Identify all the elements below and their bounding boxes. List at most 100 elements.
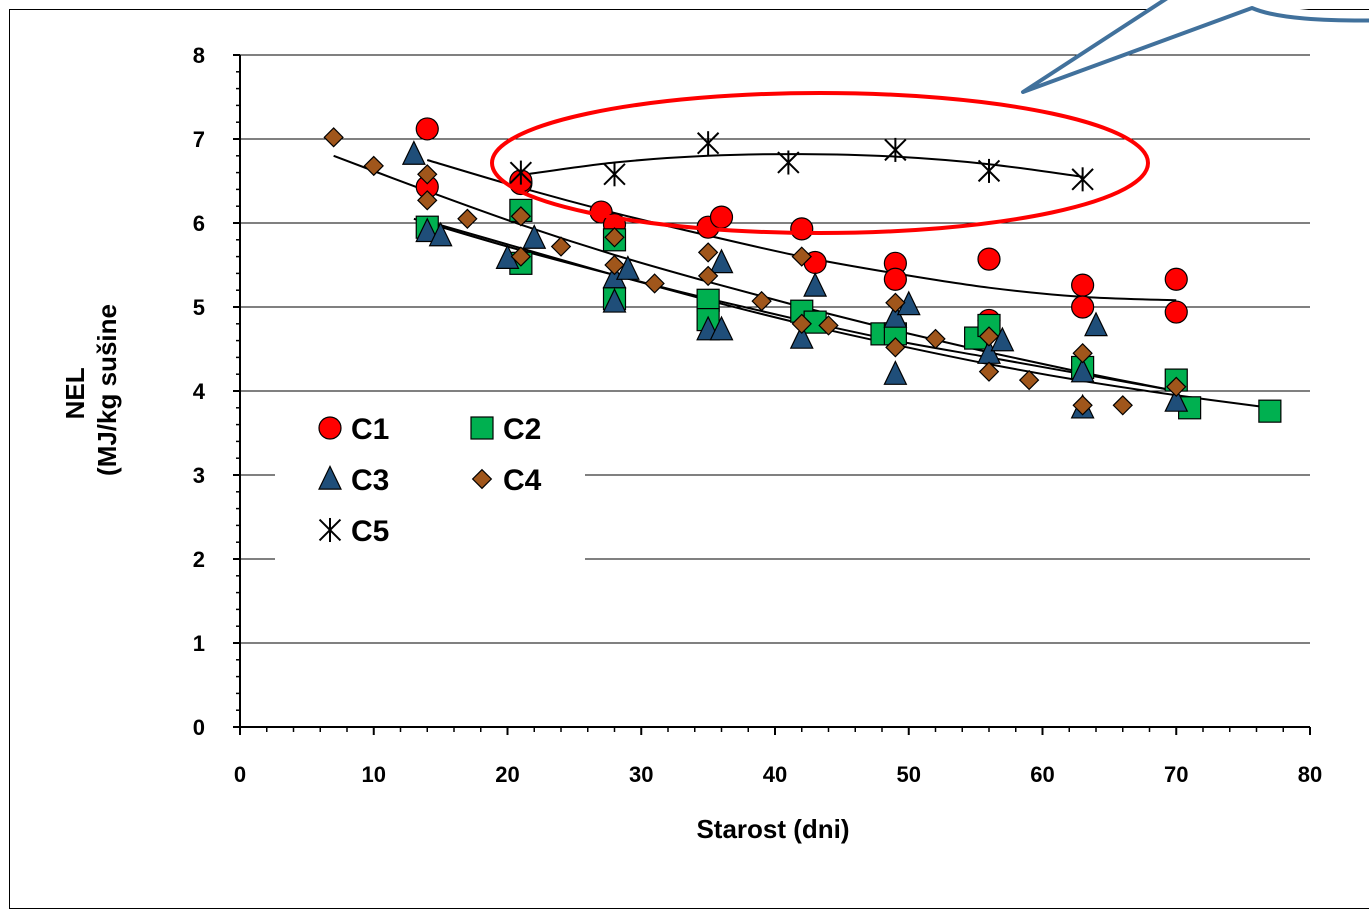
x-axis-title: Starost (dni) <box>696 814 849 844</box>
point-c3 <box>990 326 1015 352</box>
annotations <box>490 0 1369 235</box>
legend-label-c3: C3 <box>351 464 389 497</box>
callout-bubble <box>1021 0 1369 94</box>
legend-marker-c1 <box>318 416 342 440</box>
point-c3 <box>803 271 828 297</box>
point-c1 <box>883 267 907 291</box>
point-c5 <box>696 131 720 156</box>
point-c4 <box>978 326 1000 347</box>
point-c5 <box>884 137 907 162</box>
y-tick-label: 1 <box>193 631 205 656</box>
y-tick-label: 4 <box>193 379 206 404</box>
data-points <box>323 117 1282 423</box>
point-c1 <box>1164 300 1188 324</box>
point-c3 <box>789 324 814 349</box>
legend-marker-c4 <box>471 468 493 490</box>
point-c4 <box>818 315 839 336</box>
point-c3 <box>1164 387 1189 412</box>
legend-label-c1: C1 <box>351 413 389 446</box>
point-c4 <box>697 265 719 287</box>
x-tick-label: 20 <box>495 762 519 787</box>
point-c4 <box>510 206 532 227</box>
x-tick-label: 0 <box>234 762 246 787</box>
y-tick-label: 7 <box>193 127 205 152</box>
legend-label-c2: C2 <box>503 413 541 446</box>
point-c4 <box>457 208 478 229</box>
point-c1 <box>415 117 439 141</box>
legend-item-c4: C4 <box>471 464 542 497</box>
y-tick-label: 2 <box>193 547 205 572</box>
x-tick-label: 10 <box>362 762 386 787</box>
legend: C1 C2 C3 C4 C5 <box>275 395 585 560</box>
point-c3 <box>522 224 547 249</box>
point-c2 <box>1258 399 1282 423</box>
point-c4 <box>1018 369 1040 391</box>
point-c4 <box>1166 376 1187 397</box>
x-tick-label: 60 <box>1030 762 1054 787</box>
y-axis-title-line-2: (MJ/kg sušine <box>92 304 122 476</box>
point-c3 <box>709 248 734 274</box>
y-axis-title: NEL (MJ/kg sušine <box>60 304 122 476</box>
trendline-c2 <box>426 220 1271 409</box>
point-c4 <box>925 328 946 350</box>
point-c5 <box>977 158 1001 183</box>
point-c3 <box>1070 357 1095 383</box>
point-c4 <box>1072 343 1093 364</box>
point-c4 <box>697 242 719 263</box>
point-c1 <box>1071 273 1095 297</box>
y-axis-title-line-1: NEL <box>60 367 90 419</box>
y-tick-label: 6 <box>193 211 205 236</box>
point-c4 <box>363 155 384 177</box>
point-c4 <box>1112 395 1133 416</box>
x-tick-label: 30 <box>629 762 653 787</box>
point-c4 <box>417 164 438 185</box>
point-c1 <box>709 205 734 229</box>
y-tick-label: 3 <box>193 463 205 488</box>
legend-label-c4: C4 <box>503 464 542 497</box>
legend-item-c5: C5 <box>318 515 389 548</box>
point-c4 <box>1072 395 1093 416</box>
point-c3 <box>615 255 640 280</box>
legend-item-c1: C1 <box>318 413 389 446</box>
point-c4 <box>885 292 906 313</box>
point-c5 <box>509 160 533 185</box>
highlight-ellipse <box>490 91 1150 235</box>
x-tick-label: 40 <box>763 762 787 787</box>
point-c1 <box>1164 267 1188 291</box>
point-c1 <box>790 217 814 241</box>
point-c4 <box>751 290 772 312</box>
point-c4 <box>510 246 532 267</box>
y-tick-label: 0 <box>193 715 205 740</box>
point-c4 <box>604 227 625 248</box>
x-tick-label: 70 <box>1164 762 1188 787</box>
point-c4 <box>978 361 1000 382</box>
point-c4 <box>791 246 812 267</box>
point-c1 <box>977 247 1001 271</box>
x-tick-label: 80 <box>1298 762 1322 787</box>
point-c4 <box>644 273 665 294</box>
point-c2 <box>696 288 720 312</box>
point-c4 <box>604 254 625 276</box>
point-c4 <box>550 236 572 257</box>
point-c4 <box>417 190 438 211</box>
y-tick-label: 8 <box>193 43 205 68</box>
trendlines <box>333 153 1271 409</box>
y-tick-label: 5 <box>193 295 205 320</box>
legend-marker-c3 <box>318 464 342 490</box>
trendline-c4 <box>333 154 1177 392</box>
point-c4 <box>885 337 906 358</box>
x-tick-label: 50 <box>897 762 921 787</box>
point-c4 <box>791 313 812 334</box>
legend-marker-c2 <box>470 416 494 440</box>
point-c5 <box>1071 167 1094 192</box>
series-c4 <box>323 127 1187 416</box>
point-c3 <box>415 217 440 243</box>
point-c5 <box>603 162 626 187</box>
point-c3 <box>401 140 426 165</box>
point-c3 <box>428 221 453 247</box>
legend-item-c3: C3 <box>318 464 389 497</box>
series-c1 <box>415 117 1188 333</box>
point-c3 <box>883 303 908 328</box>
